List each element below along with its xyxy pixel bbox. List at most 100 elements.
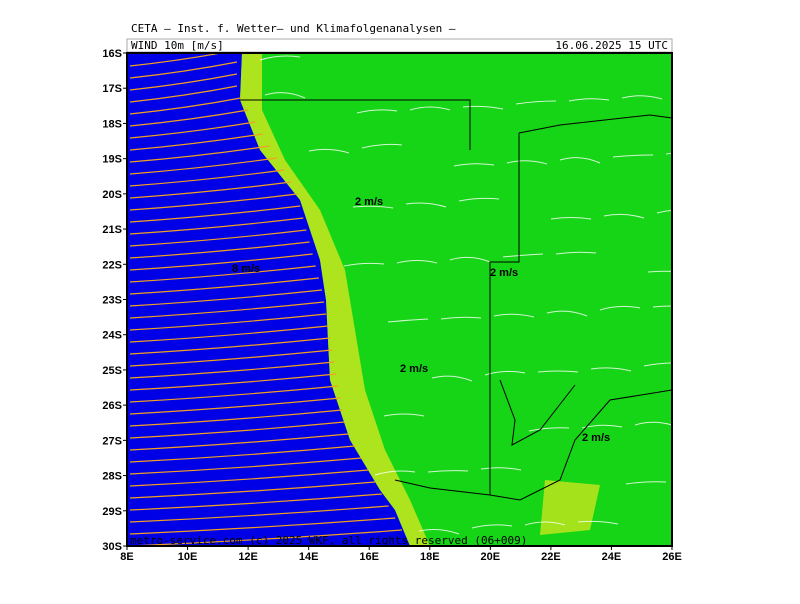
ocean-streamline bbox=[129, 85, 238, 103]
border bbox=[240, 99, 471, 150]
contour-label: 2 m/s bbox=[355, 196, 383, 208]
ocean-streamline bbox=[129, 421, 345, 439]
lon-label: 16E bbox=[359, 551, 379, 563]
contour-label: 2 m/s bbox=[490, 267, 518, 279]
land-streamline bbox=[506, 160, 548, 165]
ocean-streamline bbox=[129, 397, 341, 415]
ocean-streamline bbox=[129, 409, 343, 427]
lat-label: 26S bbox=[102, 400, 122, 412]
land-streamline bbox=[493, 313, 535, 318]
ocean-streamline bbox=[129, 241, 310, 259]
ocean-streamline bbox=[129, 301, 325, 319]
ocean-streamline bbox=[129, 493, 382, 511]
ocean-streamline bbox=[129, 97, 241, 115]
lat-label: 24S bbox=[102, 330, 122, 342]
land-streamline bbox=[418, 529, 460, 535]
land-streamline bbox=[652, 305, 672, 308]
lat-label: 25S bbox=[102, 365, 122, 377]
land-streamline bbox=[603, 213, 645, 219]
ocean-streamline bbox=[129, 73, 238, 91]
land-streamline bbox=[427, 470, 469, 473]
lat-label: 22S bbox=[102, 259, 122, 271]
map-area bbox=[127, 53, 672, 546]
land-streamline bbox=[656, 209, 672, 214]
land-streamline bbox=[643, 362, 672, 367]
ocean-streamline bbox=[129, 157, 277, 175]
lat-label: 23S bbox=[102, 295, 122, 307]
ocean-streamline bbox=[129, 53, 225, 67]
lat-label: 28S bbox=[102, 471, 122, 483]
land-streamline bbox=[471, 524, 513, 529]
land-streamline bbox=[361, 143, 403, 149]
ocean-streamline bbox=[129, 481, 376, 499]
lon-label: 20E bbox=[481, 551, 501, 563]
land-streamline bbox=[546, 310, 588, 317]
border bbox=[394, 389, 672, 501]
border bbox=[518, 114, 672, 134]
land-streamline bbox=[577, 520, 619, 525]
land-streamline bbox=[502, 253, 544, 258]
lat-label: 29S bbox=[102, 506, 122, 518]
valid-time: 16.06.2025 15 UTC bbox=[555, 39, 668, 52]
lat-label: 30S bbox=[102, 541, 122, 553]
ocean-streamline bbox=[129, 229, 307, 247]
ocean-streamline bbox=[129, 121, 256, 139]
ocean-streamline bbox=[129, 325, 329, 343]
land-streamline bbox=[449, 256, 491, 263]
ocean-streamline bbox=[129, 145, 270, 163]
lat-label: 18S bbox=[102, 118, 122, 130]
lon-label: 22E bbox=[541, 551, 561, 563]
land-streamline bbox=[599, 305, 641, 311]
land-streamline bbox=[484, 370, 526, 376]
land-streamline bbox=[343, 262, 385, 267]
ocean-streamline bbox=[129, 505, 389, 523]
land-streamline bbox=[453, 163, 495, 167]
ocean-streamline bbox=[129, 205, 301, 223]
ocean-streamline bbox=[129, 253, 313, 271]
land-streamline bbox=[405, 202, 447, 208]
ocean-streamline bbox=[129, 193, 298, 211]
land-streamline bbox=[524, 521, 566, 526]
contour-label: 2 m/s bbox=[582, 432, 610, 444]
land-streamline bbox=[383, 413, 425, 417]
lon-label: 26E bbox=[662, 551, 682, 563]
ocean-streamline bbox=[129, 517, 396, 535]
ocean-streamline bbox=[129, 361, 335, 379]
ocean-streamline bbox=[129, 265, 316, 283]
ocean-streamline bbox=[129, 337, 331, 355]
land-streamline bbox=[581, 424, 623, 429]
ocean-streamline bbox=[129, 181, 292, 199]
ocean-streamline bbox=[129, 349, 333, 367]
lon-label: 24E bbox=[602, 551, 622, 563]
ocean-streamline bbox=[129, 289, 323, 307]
ocean-streamline bbox=[129, 373, 337, 391]
coastal-band bbox=[240, 53, 430, 546]
ocean-streamline bbox=[129, 109, 249, 127]
lat-label: 19S bbox=[102, 154, 122, 166]
lat-label: 27S bbox=[102, 435, 122, 447]
ocean-streamline bbox=[129, 469, 369, 487]
ocean-streamline bbox=[129, 385, 339, 403]
land-streamline bbox=[625, 481, 667, 485]
land-streamline bbox=[590, 367, 632, 372]
lon-label: 8E bbox=[120, 551, 133, 563]
lon-label: 10E bbox=[178, 551, 198, 563]
ocean-streamline bbox=[129, 217, 304, 235]
contour-label: 8 m/s bbox=[232, 263, 260, 275]
contour-label: 2 m/s bbox=[400, 363, 428, 375]
land-streamline bbox=[647, 270, 672, 273]
land-streamline bbox=[555, 251, 597, 255]
lat-label: 21S bbox=[102, 224, 122, 236]
ocean-streamline bbox=[129, 445, 356, 463]
lat-label: 17S bbox=[102, 83, 122, 95]
lon-label: 18E bbox=[420, 551, 440, 563]
land-streamline bbox=[528, 427, 570, 432]
land-streamline bbox=[409, 106, 451, 111]
land-streamline bbox=[559, 157, 601, 164]
lat-label: 16S bbox=[102, 48, 122, 60]
ocean-streamline bbox=[129, 277, 319, 295]
land-streamline bbox=[550, 217, 592, 220]
field-label: WIND 10m [m/s] bbox=[131, 39, 224, 52]
streamlines bbox=[129, 53, 672, 546]
